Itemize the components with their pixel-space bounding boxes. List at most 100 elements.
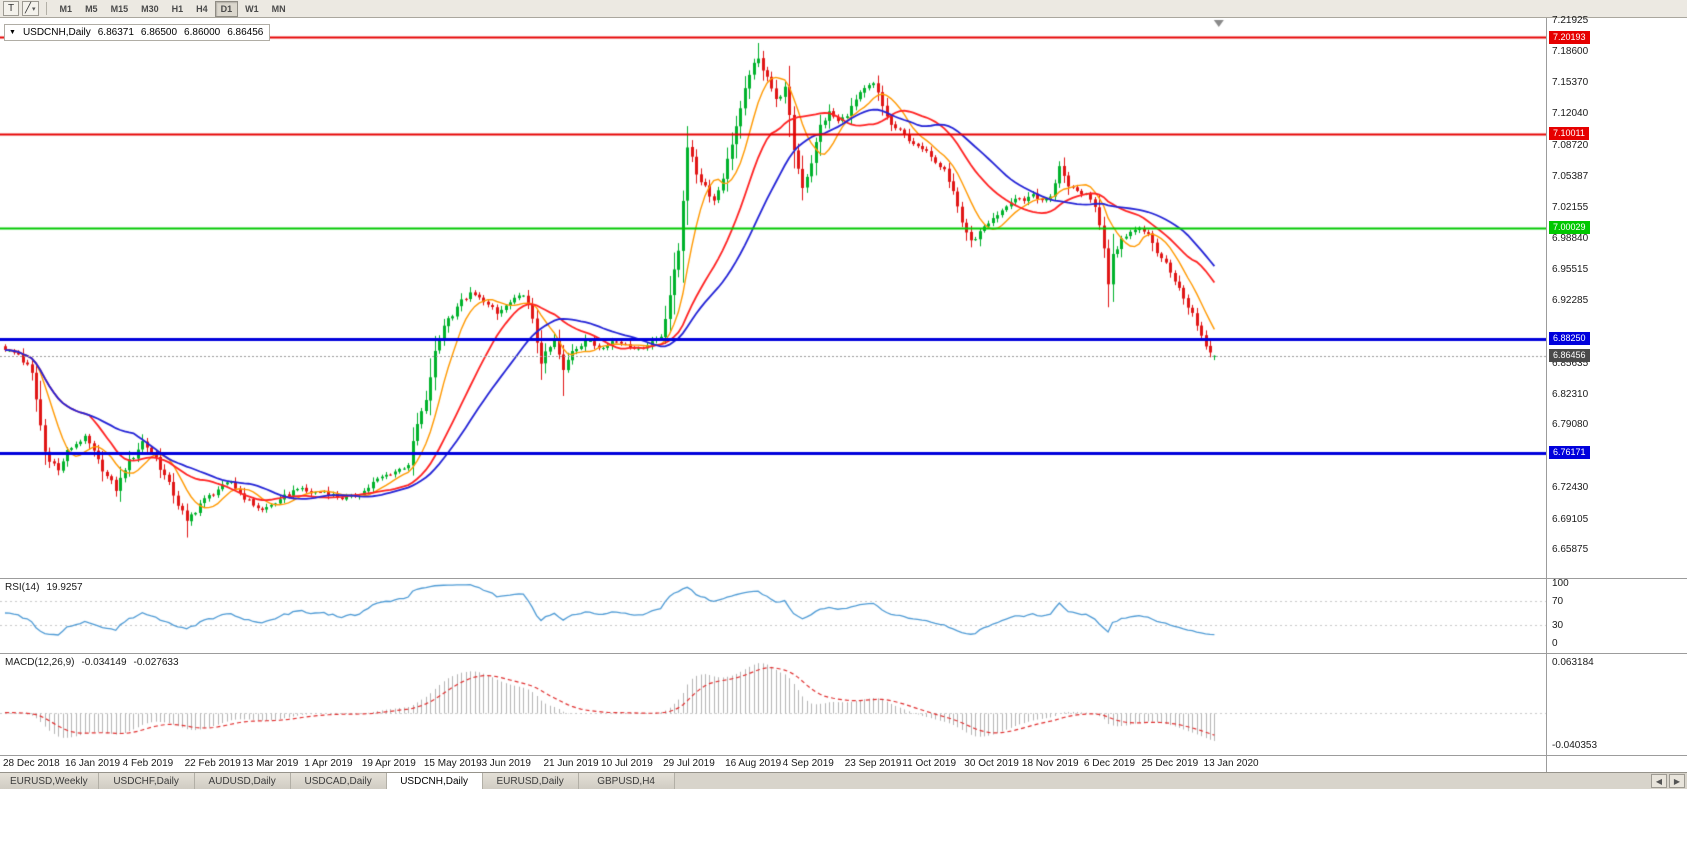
ohlc-high: 6.86500: [140, 27, 178, 38]
date-label: 16 Aug 2019: [725, 758, 782, 769]
macd-label: MACD(12,26,9) -0.034149 -0.027633: [5, 657, 179, 668]
chart-tab-eurusd-weekly[interactable]: EURUSD,Weekly: [0, 773, 99, 789]
price-tag-line-0: 7.20193: [1549, 30, 1590, 44]
chart-tab-usdcnh-daily[interactable]: USDCNH,Daily: [386, 773, 483, 789]
price-tick: 6.72430: [1552, 482, 1589, 494]
price-tag-line-4: 6.76171: [1549, 446, 1590, 460]
price-tick: 7.21925: [1552, 15, 1589, 27]
symbol-title: USDCNH,Daily: [22, 27, 91, 38]
chart-tab-usdchf-daily[interactable]: USDCHF,Daily: [98, 773, 195, 789]
chart-tab-usdcad-daily[interactable]: USDCAD,Daily: [290, 773, 387, 789]
date-label: 30 Oct 2019: [964, 758, 1019, 769]
timeframe-buttons: M1 M5 M15 M30 H1 H4 D1 W1 MN: [54, 0, 292, 17]
price-tick: 6.82310: [1552, 388, 1589, 400]
date-label: 6 Dec 2019: [1083, 758, 1136, 769]
price-tick: 6.69105: [1552, 513, 1589, 525]
price-tick: 7.18600: [1552, 46, 1589, 58]
date-label: 15 May 2019: [423, 758, 482, 769]
rsi-label: RSI(14) 19.9257: [5, 582, 83, 593]
macd-axis-label: -0.040353: [1552, 740, 1598, 751]
macd-canvas[interactable]: [0, 654, 1546, 755]
triangle-down-icon: ▼: [9, 29, 16, 36]
tab-scroll-left-button[interactable]: ◀: [1651, 774, 1667, 788]
date-label: 19 Apr 2019: [361, 758, 416, 769]
macd-axis[interactable]: 0.063184 -0.040353: [1546, 654, 1687, 755]
timeframe-w1-button[interactable]: W1: [245, 3, 259, 14]
macd-value-main: -0.034149: [81, 657, 127, 668]
chart-tab-eurusd-daily[interactable]: EURUSD,Daily: [482, 773, 579, 789]
date-label: 18 Nov 2019: [1021, 758, 1079, 769]
rsi-panel: RSI(14) 19.9257 100 70 30 0: [0, 578, 1687, 653]
chart-tab-audusd-daily[interactable]: AUDUSD,Daily: [194, 773, 291, 789]
main-chart-panel: ▼ USDCNH,Daily 6.86371 6.86500 6.86000 6…: [0, 15, 1687, 578]
top-toolbar: T ╱ ▾ M1 M5 M15 M30 H1 H4 D1 W1 MN: [0, 0, 1687, 18]
time-axis-corner: [1546, 756, 1687, 772]
price-tick: 7.08720: [1552, 139, 1589, 151]
ohlc-open: 6.86371: [97, 27, 134, 38]
price-tag-line-3: 6.88250: [1549, 332, 1590, 346]
ohlc-low: 6.86000: [184, 27, 221, 38]
bottom-spacer: [0, 789, 1687, 841]
rsi-level-label: 100: [1552, 578, 1569, 589]
price-tick: 6.92285: [1552, 294, 1589, 306]
macd-panel: MACD(12,26,9) -0.034149 -0.027633 0.0631…: [0, 653, 1687, 755]
price-tick: 7.02155: [1552, 201, 1589, 213]
main-price-axis[interactable]: 7.21925 7.18600 7.15370 7.12040 7.08720 7.053…: [1546, 15, 1687, 578]
timeframe-d1-button[interactable]: D1: [214, 0, 239, 17]
arrow-right-icon: ▶: [1673, 776, 1681, 786]
timeframe-m15-button[interactable]: M15: [110, 3, 129, 14]
price-tick: 6.85635: [1552, 357, 1589, 369]
rsi-axis[interactable]: 100 70 30 0: [1546, 578, 1687, 653]
timeframe-mn-button[interactable]: MN: [271, 3, 286, 14]
tabs-container: EURUSD,Weekly USDCHF,Daily AUDUSD,Daily USD…: [0, 773, 675, 789]
text-tool-icon: T: [7, 3, 15, 14]
price-tick: 6.98840: [1552, 232, 1589, 244]
date-label: 4 Feb 2019: [122, 758, 174, 769]
price-tick: 7.05387: [1552, 171, 1589, 183]
timeframe-m30-button[interactable]: M30: [141, 3, 159, 14]
timeframe-h1-button[interactable]: H1: [171, 3, 184, 14]
trendline-icon: ╱: [25, 3, 32, 14]
time-axis[interactable]: 28 Dec 2018 16 Jan 2019 4 Feb 2019 22 Feb 2…: [0, 755, 1687, 772]
main-chart-canvas[interactable]: [0, 18, 1546, 578]
macd-name: MACD(12,26,9): [5, 657, 75, 668]
price-tick: 6.79080: [1552, 419, 1589, 431]
chevron-down-icon: ▾: [32, 5, 36, 13]
timeframe-m1-button[interactable]: M1: [59, 3, 73, 14]
rsi-canvas[interactable]: [0, 579, 1546, 653]
timeframe-h4-button[interactable]: H4: [196, 3, 208, 14]
chart-legend: ▼ USDCNH,Daily 6.86371 6.86500 6.86000 6…: [4, 24, 271, 41]
date-label: 13 Jan 2020: [1203, 758, 1259, 769]
date-label: 25 Dec 2019: [1141, 758, 1199, 769]
rsi-name: RSI(14): [5, 582, 40, 593]
text-tool-button[interactable]: T: [3, 1, 19, 16]
chart-tab-bar: EURUSD,Weekly USDCHF,Daily AUDUSD,Daily USD…: [0, 772, 1687, 789]
rsi-level-label: 70: [1552, 596, 1564, 607]
chart-tab-gbpusd-h4[interactable]: GBPUSD,H4: [578, 773, 675, 789]
line-studies-button[interactable]: ╱ ▾: [22, 1, 39, 16]
date-label: 1 Apr 2019: [304, 758, 353, 769]
price-tick: 6.95515: [1552, 264, 1589, 276]
price-tick: 7.15370: [1552, 76, 1589, 88]
date-label: 23 Sep 2019: [844, 758, 902, 769]
date-label: 11 Oct 2019: [902, 758, 957, 769]
macd-axis-label: 0.063184: [1552, 657, 1594, 668]
price-tick: 7.12040: [1552, 108, 1589, 120]
date-label: 13 Mar 2019: [242, 758, 299, 769]
ohlc-close: 6.86456: [227, 27, 264, 38]
date-label: 10 Jul 2019: [601, 758, 653, 769]
toolbar-separator: [45, 2, 47, 15]
date-label: 3 Jun 2019: [481, 758, 531, 769]
price-tag-line-1: 7.10011: [1549, 127, 1589, 140]
date-label: 21 Jun 2019: [543, 758, 599, 769]
tab-scroll-right-button[interactable]: ▶: [1669, 774, 1685, 788]
rsi-level-label: 30: [1552, 620, 1564, 631]
arrow-left-icon: ◀: [1655, 776, 1663, 786]
price-tag-line-2: 7.00029: [1549, 221, 1590, 235]
date-label: 16 Jan 2019: [65, 758, 121, 769]
date-label: 28 Dec 2018: [3, 758, 60, 769]
timeframe-m5-button[interactable]: M5: [85, 3, 98, 14]
rsi-level-label: 0: [1552, 638, 1558, 649]
price-tag-current: 6.86456: [1549, 349, 1590, 363]
rsi-value: 19.9257: [46, 582, 83, 593]
